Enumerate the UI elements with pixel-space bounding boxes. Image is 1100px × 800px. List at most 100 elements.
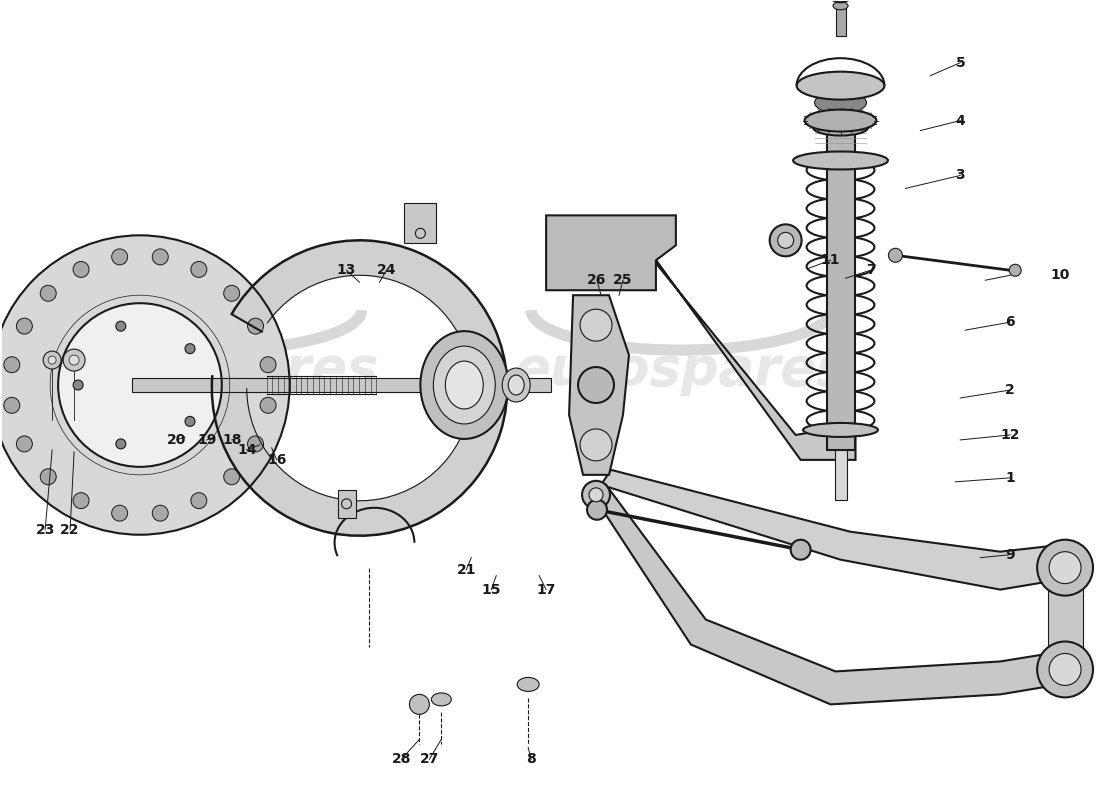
- Polygon shape: [569, 295, 629, 475]
- Circle shape: [16, 436, 32, 452]
- Text: 28: 28: [392, 752, 411, 766]
- Ellipse shape: [816, 72, 865, 90]
- Polygon shape: [621, 220, 856, 460]
- Text: 11: 11: [821, 254, 840, 267]
- Text: 9: 9: [1005, 548, 1015, 562]
- Text: 17: 17: [537, 582, 556, 597]
- Text: 4: 4: [956, 114, 965, 127]
- Circle shape: [116, 439, 125, 449]
- Ellipse shape: [1009, 264, 1021, 276]
- Text: 10: 10: [1050, 268, 1070, 282]
- Bar: [826, 130, 855, 450]
- Circle shape: [3, 357, 20, 373]
- Circle shape: [185, 344, 195, 354]
- Circle shape: [43, 351, 62, 369]
- Circle shape: [580, 309, 612, 341]
- Circle shape: [73, 493, 89, 509]
- Ellipse shape: [433, 346, 495, 424]
- Circle shape: [152, 505, 168, 521]
- Circle shape: [191, 493, 207, 509]
- Text: 7: 7: [866, 263, 876, 278]
- Ellipse shape: [833, 2, 848, 10]
- Circle shape: [41, 469, 56, 485]
- Ellipse shape: [832, 0, 849, 2]
- Bar: [836, 8, 846, 36]
- Circle shape: [73, 262, 89, 278]
- Circle shape: [152, 249, 168, 265]
- Text: 12: 12: [1000, 428, 1020, 442]
- Circle shape: [185, 417, 195, 426]
- Text: eurospares: eurospares: [514, 344, 847, 396]
- Text: 22: 22: [60, 522, 80, 537]
- Text: 21: 21: [456, 562, 476, 577]
- Text: 20: 20: [167, 433, 187, 447]
- Circle shape: [791, 540, 811, 560]
- Circle shape: [223, 286, 240, 302]
- Ellipse shape: [813, 119, 868, 135]
- Ellipse shape: [803, 423, 878, 437]
- Circle shape: [770, 224, 802, 256]
- Text: 23: 23: [35, 522, 55, 537]
- Circle shape: [582, 481, 610, 509]
- Text: eurospares: eurospares: [45, 344, 378, 396]
- Text: 15: 15: [482, 582, 500, 597]
- Text: 2: 2: [1005, 383, 1015, 397]
- Ellipse shape: [446, 361, 483, 409]
- Text: 25: 25: [613, 274, 632, 287]
- Text: 13: 13: [337, 263, 356, 278]
- Ellipse shape: [889, 248, 902, 262]
- Text: 24: 24: [376, 263, 396, 278]
- Circle shape: [191, 262, 207, 278]
- Circle shape: [588, 488, 603, 502]
- Circle shape: [112, 505, 128, 521]
- Bar: [132, 378, 551, 392]
- Bar: [1048, 566, 1084, 651]
- Circle shape: [58, 303, 222, 467]
- Circle shape: [409, 694, 429, 714]
- Polygon shape: [546, 215, 675, 290]
- Circle shape: [1037, 642, 1093, 698]
- Ellipse shape: [420, 331, 508, 439]
- Circle shape: [223, 469, 240, 485]
- Circle shape: [3, 398, 20, 414]
- Circle shape: [248, 318, 264, 334]
- Bar: [338, 490, 355, 518]
- Ellipse shape: [508, 375, 525, 395]
- Bar: [835, 380, 847, 500]
- Text: 18: 18: [222, 433, 242, 447]
- Circle shape: [580, 429, 612, 461]
- Circle shape: [73, 380, 84, 390]
- Circle shape: [778, 232, 793, 248]
- Ellipse shape: [804, 110, 877, 131]
- Wedge shape: [212, 240, 507, 536]
- Text: 14: 14: [236, 443, 256, 457]
- Polygon shape: [601, 470, 1063, 590]
- Circle shape: [260, 398, 276, 414]
- Ellipse shape: [431, 693, 451, 706]
- Circle shape: [587, 500, 607, 520]
- Circle shape: [69, 355, 79, 365]
- Ellipse shape: [796, 72, 884, 100]
- Text: 5: 5: [956, 56, 965, 70]
- Circle shape: [41, 286, 56, 302]
- Bar: [405, 203, 437, 243]
- Text: 27: 27: [420, 752, 439, 766]
- Ellipse shape: [503, 368, 530, 402]
- Circle shape: [16, 318, 32, 334]
- Circle shape: [112, 249, 128, 265]
- Circle shape: [248, 436, 264, 452]
- Text: 6: 6: [1005, 315, 1015, 329]
- Circle shape: [63, 349, 85, 371]
- Text: 3: 3: [956, 169, 965, 182]
- Circle shape: [1049, 654, 1081, 686]
- Text: 19: 19: [197, 433, 217, 447]
- Circle shape: [48, 356, 56, 364]
- Ellipse shape: [517, 678, 539, 691]
- Ellipse shape: [793, 151, 888, 170]
- Circle shape: [1049, 552, 1081, 584]
- Circle shape: [1037, 540, 1093, 596]
- Text: 1: 1: [1005, 471, 1015, 485]
- Text: 8: 8: [526, 752, 536, 766]
- Circle shape: [579, 367, 614, 403]
- Ellipse shape: [815, 92, 867, 114]
